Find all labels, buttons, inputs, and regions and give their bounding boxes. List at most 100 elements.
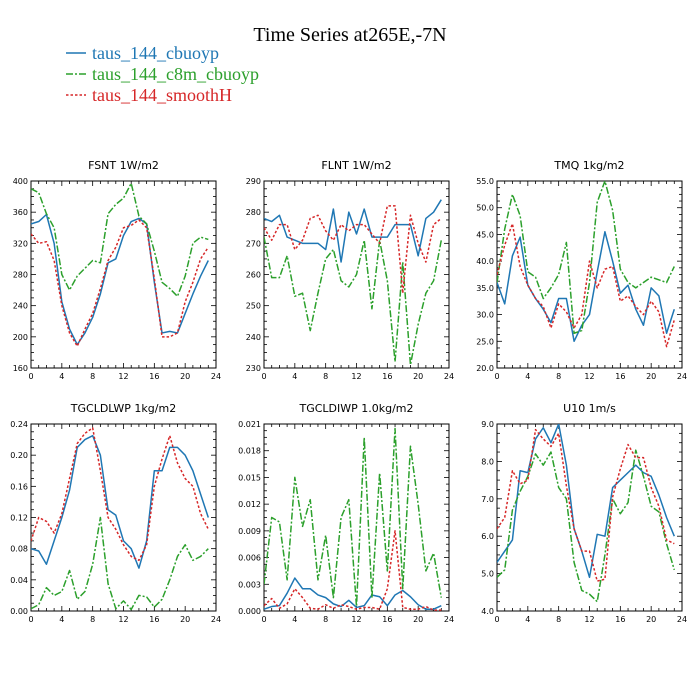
x-tick-label: 24 [677,372,687,381]
y-tick-label: 5.0 [481,570,494,579]
series-line-1 [264,427,443,608]
x-tick-label: 16 [615,372,625,381]
x-tick-label: 16 [149,615,159,624]
y-tick-label: 30.0 [476,311,494,320]
x-tick-label: 8 [90,615,95,624]
series-line-0 [497,231,676,343]
y-tick-label: 320 [13,239,28,248]
x-tick-label: 0 [261,372,266,381]
x-tick-label: 0 [261,615,266,624]
series-line-1 [264,236,443,366]
plot-frame [496,423,683,612]
x-tick-label: 8 [556,615,561,624]
y-tick-label: 290 [246,177,261,186]
x-tick-label: 12 [584,615,594,624]
x-tick-label: 20 [180,372,190,381]
series-line-0 [497,424,675,579]
x-tick-label: 8 [323,615,328,624]
x-tick-label: 4 [59,615,64,624]
y-tick-label: 400 [13,177,28,186]
y-tick-label: 0.16 [10,482,28,491]
plot-frame [496,180,683,369]
y-tick-label: 7.0 [481,495,494,504]
x-tick-label: 4 [525,615,530,624]
x-tick-label: 20 [646,372,656,381]
x-tick-label: 16 [382,372,392,381]
series-line-0 [264,199,442,263]
x-tick-label: 12 [118,372,128,381]
panel-title: FLNT 1W/m2 [321,159,391,172]
y-tick-label: 280 [246,208,261,217]
x-tick-label: 12 [351,615,361,624]
y-tick-label: 35.0 [476,284,494,293]
series-group [31,182,209,347]
panel-2: TMQ 1kg/m2 0 4 8 12 16 20 24 20.0 25.0 30.0 35.0 40.… [476,159,687,381]
x-tick-label: 24 [444,372,454,381]
x-tick-label: 8 [323,372,328,381]
y-tick-label: 260 [246,271,261,280]
legend-label-0: taus_144_cbuoyp [92,43,219,63]
panel-title: TMQ 1kg/m2 [553,159,624,172]
x-tick-label: 24 [444,615,454,624]
y-tick-label: 0.20 [10,451,28,460]
x-tick-label: 12 [118,615,128,624]
x-tick-label: 0 [28,615,33,624]
y-tick-label: 270 [246,239,261,248]
x-tick-label: 24 [677,615,687,624]
plot-frame [30,423,217,612]
panel-4: TGCLDIWP 1.0kg/m2 0 4 8 12 16 20 24 0.000 0.003 0.… [238,402,454,624]
x-tick-label: 20 [646,615,656,624]
x-tick-label: 0 [494,615,499,624]
y-tick-label: 4.0 [481,607,494,616]
y-tick-label: 0.12 [10,514,28,523]
y-tick-label: 240 [13,302,28,311]
y-tick-label: 6.0 [481,532,494,541]
x-tick-label: 8 [90,372,95,381]
y-tick-label: 45.0 [476,230,494,239]
series-line-2 [264,205,442,294]
y-tick-label: 9.0 [481,420,494,429]
panel-title: U10 1m/s [563,402,616,415]
y-tick-label: 0.018 [238,447,261,456]
panel-title: FSNT 1W/m2 [88,159,159,172]
y-tick-label: 200 [13,333,28,342]
series-line-1 [497,181,675,335]
y-tick-label: 280 [13,271,28,280]
figure-title: Time Series at265E,-7N [253,24,446,46]
y-tick-label: 0.000 [238,607,261,616]
y-tick-label: 8.0 [481,457,494,466]
x-tick-label: 0 [494,372,499,381]
x-tick-label: 20 [413,372,423,381]
x-tick-label: 16 [149,372,159,381]
x-tick-label: 20 [413,615,423,624]
series-line-2 [264,530,442,611]
panel-0: FSNT 1W/m2 0 4 8 12 16 20 24 160 200 240 280 320 360 4… [13,159,221,381]
x-tick-label: 8 [556,372,561,381]
y-tick-label: 20.0 [476,364,494,373]
series-line-1 [31,182,209,298]
y-tick-label: 25.0 [476,337,494,346]
y-tick-label: 0.00 [10,607,28,616]
x-tick-label: 4 [525,372,530,381]
series-group [264,199,443,366]
x-tick-label: 16 [382,615,392,624]
y-tick-label: 50.0 [476,204,494,213]
y-tick-label: 55.0 [476,177,494,186]
legend-label-1: taus_144_c8m_cbuoyp [92,64,259,84]
y-tick-label: 0.04 [10,576,28,585]
series-line-1 [497,449,676,603]
series-line-0 [31,434,210,569]
panel-5: U10 1m/s 0 4 8 12 16 20 24 4.0 5.0 6.0 7.0 8.0 9.0 [481,402,687,624]
x-tick-label: 0 [28,372,33,381]
series-line-2 [497,222,676,348]
legend-label-2: taus_144_smoothH [92,85,232,105]
y-tick-label: 360 [13,208,28,217]
y-tick-label: 250 [246,302,261,311]
series-line-1 [31,516,209,611]
legend: taus_144_cbuoyptaus_144_c8m_cbuoyptaus_1… [66,43,259,105]
x-tick-label: 24 [211,372,221,381]
y-tick-label: 0.009 [238,527,261,536]
series-group [497,181,676,348]
series-line-2 [31,219,209,347]
